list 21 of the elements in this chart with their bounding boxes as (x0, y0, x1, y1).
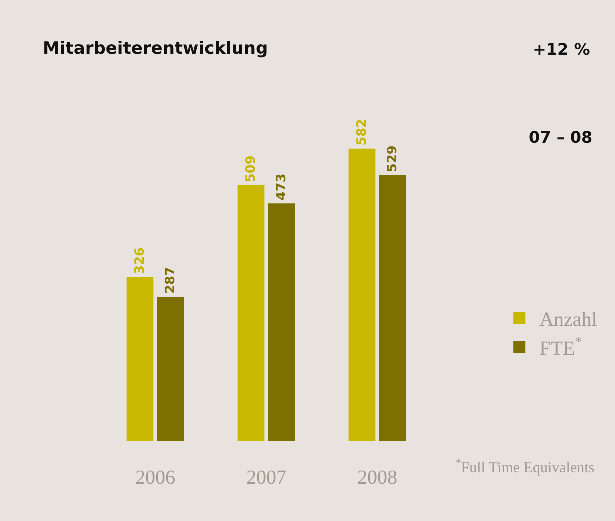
text: $^{*}$Full Time Equivalents (456, 458, 595, 476)
text: 07 – 08 (529, 128, 593, 147)
legend-label: FTE$^{*}$ (540, 336, 582, 360)
x-tick-label: 2006 (136, 467, 176, 489)
chart-title: Mitarbeiterentwicklung (43, 38, 268, 59)
bar (157, 296, 184, 441)
legend-label: Anzahl (540, 309, 598, 332)
data-label: 326 (133, 247, 148, 274)
x-tick-label: 2007 (246, 467, 286, 489)
bar (268, 204, 296, 441)
data-label: 529 (386, 146, 401, 172)
text: +12 % (533, 40, 590, 59)
data-label: 287 (164, 267, 179, 294)
bar (126, 277, 154, 441)
data-label: 473 (274, 174, 290, 201)
bar (238, 186, 265, 441)
x-tick-label: 2008 (358, 467, 398, 489)
bar (379, 175, 406, 441)
bar (348, 148, 376, 441)
data-label: 582 (355, 119, 370, 146)
data-label: 509 (244, 156, 260, 183)
